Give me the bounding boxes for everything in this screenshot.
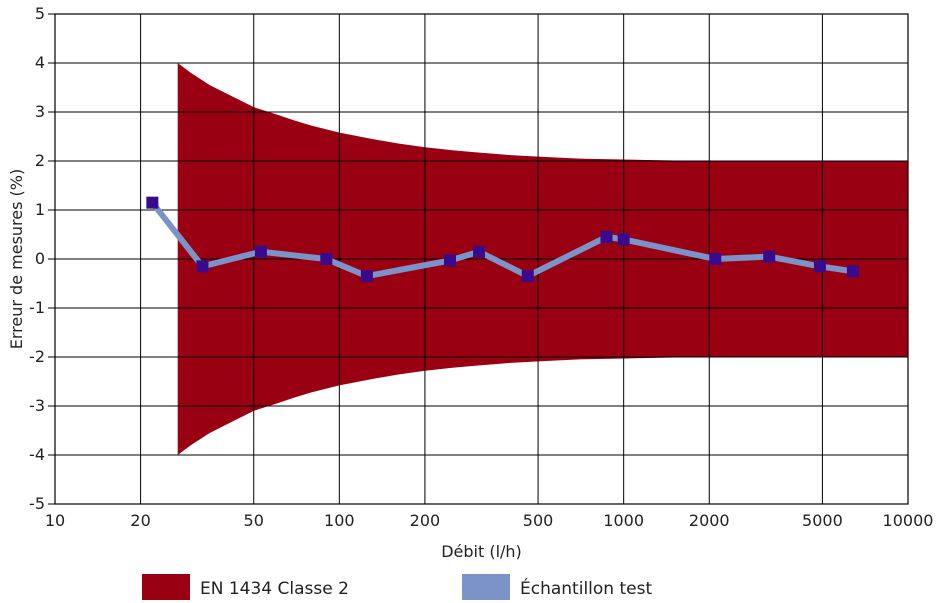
x-tick-label: 1000 (603, 511, 644, 530)
y-tick-label: -5 (29, 494, 45, 513)
y-tick-label: 5 (35, 4, 45, 23)
legend: EN 1434 Classe 2 Échantillon test (142, 574, 652, 600)
y-tick-label: 1 (35, 200, 45, 219)
y-tick-label: 3 (35, 102, 45, 121)
x-axis-title: Débit (l/h) (441, 542, 522, 561)
y-tick-label: 0 (35, 249, 45, 268)
data-point (196, 260, 209, 273)
x-tick-label: 20 (130, 511, 150, 530)
y-tick-label: -3 (29, 396, 45, 415)
data-point (320, 253, 333, 265)
y-tick-label: 2 (35, 151, 45, 170)
legend-label-band: EN 1434 Classe 2 (200, 579, 349, 599)
legend-swatch-series (462, 574, 510, 600)
data-point (473, 245, 486, 258)
data-point (521, 270, 534, 283)
y-tick-label: -4 (29, 445, 45, 464)
series-layer (146, 196, 859, 283)
x-tick-label: 10000 (883, 511, 934, 530)
data-point (709, 253, 722, 265)
x-tick-label: 10 (45, 511, 65, 530)
y-tick-label: 4 (35, 53, 45, 72)
x-tick-label: 200 (410, 511, 441, 530)
y-axis-title: Erreur de mesures (%) (7, 169, 26, 349)
data-point (146, 196, 159, 209)
x-tick-label: 100 (324, 511, 355, 530)
data-point (813, 260, 826, 273)
data-point (763, 250, 776, 263)
y-tick-label: -1 (29, 298, 45, 317)
x-tick-label: 5000 (802, 511, 843, 530)
series-line (149, 199, 856, 280)
y-tick-label: -2 (29, 347, 45, 366)
x-tick-label: 500 (523, 511, 554, 530)
legend-swatch-band (142, 574, 190, 600)
data-point (360, 270, 373, 283)
data-point (600, 230, 613, 243)
data-point (254, 245, 267, 258)
legend-label-series: Échantillon test (520, 577, 652, 599)
x-tick-label: 50 (244, 511, 264, 530)
data-point (846, 265, 859, 278)
data-point (443, 254, 456, 267)
data-point (617, 233, 630, 246)
x-tick-label: 2000 (689, 511, 730, 530)
